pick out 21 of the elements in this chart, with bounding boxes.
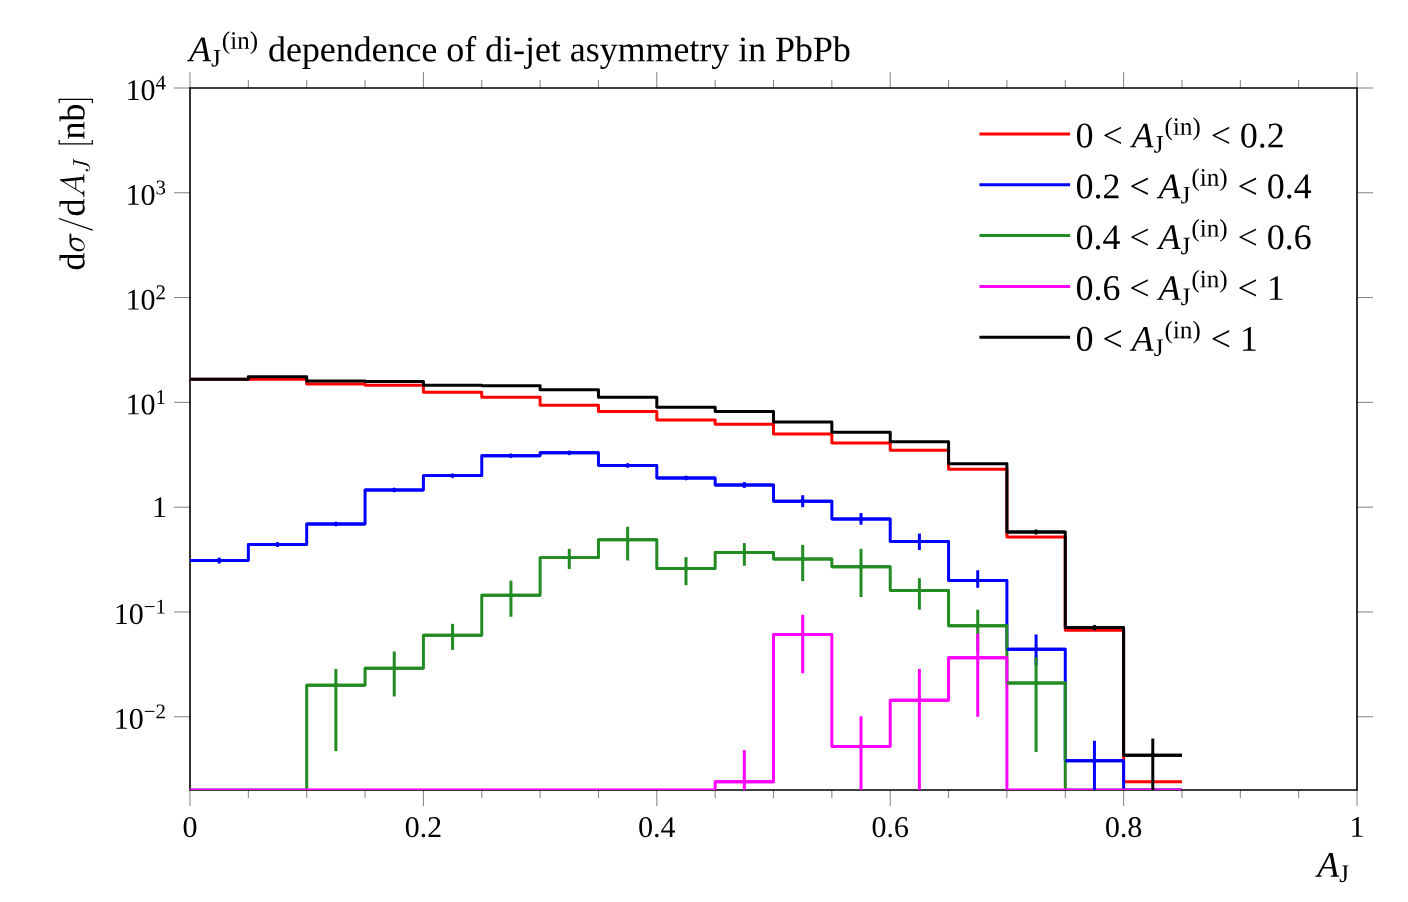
y-tick-label: 10$^{1}$ — [128, 390, 165, 415]
x-tick-label: 1 — [1352, 817, 1363, 837]
x-tick-label: 0 — [183, 817, 197, 838]
y-tick-label: 10$^{−1}$ — [116, 599, 165, 625]
x-tick-label: 0.2 — [405, 817, 441, 838]
y-tick-label: 1 — [154, 497, 166, 518]
y-tick-label: 10$^{3}$ — [128, 180, 166, 206]
chart-title: A$_{J}$$^{(in)}$ dependence of di-jet asymmetry in PbPb — [187, 31, 850, 70]
x-axis-title: A$_{J}$ — [1315, 853, 1349, 883]
y-axis-title: $\mathrm{d}\sigma/\mathrm{d}A_{J}\ [\mathrm{nb}]$ — [58, 98, 93, 270]
x-tick-label: 0.8 — [1106, 817, 1142, 838]
legend-label: 0 < A$_{J}$$^{(in)}$ < 1 — [1076, 320, 1256, 357]
x-tick-label: 0.4 — [639, 817, 676, 838]
legend-label: 0.2 < A$_{J}$$^{(in)}$ < 0.4 — [1076, 168, 1312, 204]
legend-label: 0.4 < A$_{J}$$^{(in)}$ < 0.6 — [1076, 219, 1311, 255]
x-tick-label: 0.6 — [872, 817, 909, 838]
y-tick-label: 10$^{4}$ — [128, 75, 166, 101]
legend-label: 0.6 < A$_{J}$$^{(in)}$ < 1 — [1076, 269, 1283, 306]
legend-label: 0 < A$_{J}$$^{(in)}$ < 0.2 — [1076, 117, 1283, 153]
y-tick-label: 10$^{−2}$ — [116, 704, 165, 730]
y-tick-label: 10$^{2}$ — [128, 285, 165, 310]
